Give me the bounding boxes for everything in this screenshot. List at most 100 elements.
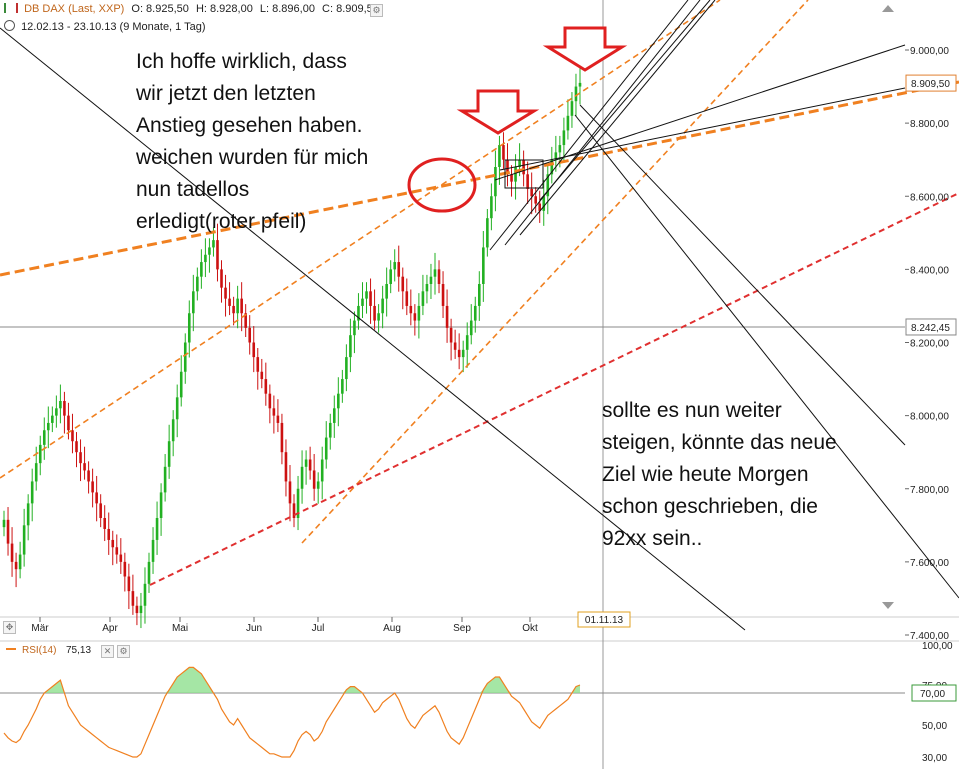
candle-body: [55, 408, 58, 416]
candle-body: [457, 349, 461, 358]
candle-body: [461, 349, 465, 358]
hline-price-box: [905, 318, 957, 336]
black-fan-3: [519, 0, 716, 236]
candle-body: [2, 519, 6, 528]
candle-body: [256, 357, 260, 372]
candle-body: [337, 393, 340, 409]
candle-body: [393, 262, 397, 270]
price-tick-label: 8.000,00: [910, 412, 949, 423]
candle-body: [38, 444, 42, 464]
candle-body: [252, 342, 256, 358]
candle-body: [236, 298, 239, 314]
date-range: 12.02.13 - 23.10.13 (9 Monate, 1 Tag): [21, 21, 206, 33]
crosshair-icon[interactable]: ✥: [3, 621, 16, 634]
candle-body: [208, 247, 211, 255]
scroll-up-icon[interactable]: [882, 5, 894, 12]
candle-body: [530, 188, 533, 197]
candle-body: [401, 276, 405, 292]
candle-body: [119, 554, 123, 562]
candle-body: [75, 441, 78, 453]
candle-body: [224, 287, 227, 299]
price-tick-label: 8.800,00: [910, 119, 949, 130]
black-fan-6: [499, 87, 906, 171]
candle-body: [91, 481, 94, 493]
candle-body: [421, 291, 425, 306]
rsi-settings-icon[interactable]: ⚙: [117, 645, 130, 658]
candle-body: [357, 305, 360, 321]
candle-body: [155, 518, 159, 540]
candle-body: [95, 492, 98, 504]
rsi-label: RSI(14): [22, 645, 56, 656]
candle-body: [389, 269, 392, 284]
red-trendline: [149, 192, 959, 586]
candle-body: [79, 452, 82, 464]
rsi-overbought-fill: [4, 667, 580, 693]
candle-body: [482, 247, 485, 284]
candle-body: [175, 397, 179, 420]
rsi-value: 75,13: [66, 645, 91, 656]
rsi-level-box: [911, 684, 957, 702]
candle-body: [522, 159, 525, 175]
candle-body: [300, 466, 304, 489]
candle-body: [546, 174, 550, 197]
time-tick-label: Okt: [522, 623, 538, 634]
candle-body: [381, 298, 384, 314]
candle-body: [127, 576, 131, 592]
candle-body: [316, 481, 320, 489]
candle-body: [490, 196, 493, 219]
candle-body: [151, 539, 155, 562]
candle-body: [171, 419, 175, 442]
last-price-box: [905, 74, 957, 92]
candle-body: [30, 481, 34, 504]
candle-body: [373, 305, 376, 321]
price-tick-label: 7.800,00: [910, 485, 949, 496]
candle-body: [83, 463, 86, 471]
candle-body: [469, 320, 473, 336]
candle-body: [570, 101, 574, 116]
price-tick-label: 9.000,00: [910, 46, 949, 57]
candle-body: [232, 305, 235, 314]
candle-body: [196, 276, 199, 292]
candle-body: [550, 159, 554, 175]
candle-body: [67, 415, 70, 431]
candle-body: [365, 291, 368, 299]
last-price-label: 8.909,50: [911, 79, 950, 90]
candle-body: [486, 218, 489, 248]
orange-trendline-thick: [0, 80, 959, 277]
candle-body: [163, 466, 167, 493]
settings-icon[interactable]: ⚙: [370, 4, 383, 17]
candle-body: [220, 269, 223, 288]
candle-body: [115, 547, 119, 555]
candle-body: [159, 492, 163, 518]
arrows-circle: [407, 26, 628, 213]
candle-body: [284, 452, 288, 482]
range-row: 12.02.13 - 23.10.13 (9 Monate, 1 Tag): [4, 20, 210, 33]
candle-body: [409, 305, 413, 314]
candle-body: [369, 291, 372, 306]
candle-body: [123, 561, 127, 577]
rsi-close-icon[interactable]: ✕: [101, 645, 114, 658]
candle-body: [147, 561, 151, 584]
candle-body: [465, 335, 469, 350]
candlestick-series: [2, 66, 582, 629]
scroll-down-icon[interactable]: [882, 602, 894, 609]
annotation-left: Ich hoffe wirklich, dass wir jetzt den l…: [136, 50, 369, 233]
rsi-tick-label: 50,00: [922, 721, 947, 732]
trendlines: [0, 0, 959, 631]
candle-body: [59, 401, 62, 409]
candle-body: [441, 284, 445, 306]
candle-body: [341, 379, 344, 394]
candle-body: [244, 313, 247, 328]
black-fan-1: [489, 0, 689, 251]
candle-body: [240, 298, 243, 314]
time-tick-label: Sep: [453, 623, 471, 634]
price-tick-label: 7.400,00: [910, 631, 949, 642]
orange-trendline-lower: [301, 0, 809, 544]
candle-body: [42, 430, 46, 445]
candle-body: [429, 276, 433, 284]
candle-body: [167, 441, 171, 467]
high-value: H: 8.928,00: [195, 3, 253, 15]
candle-body: [353, 320, 356, 336]
